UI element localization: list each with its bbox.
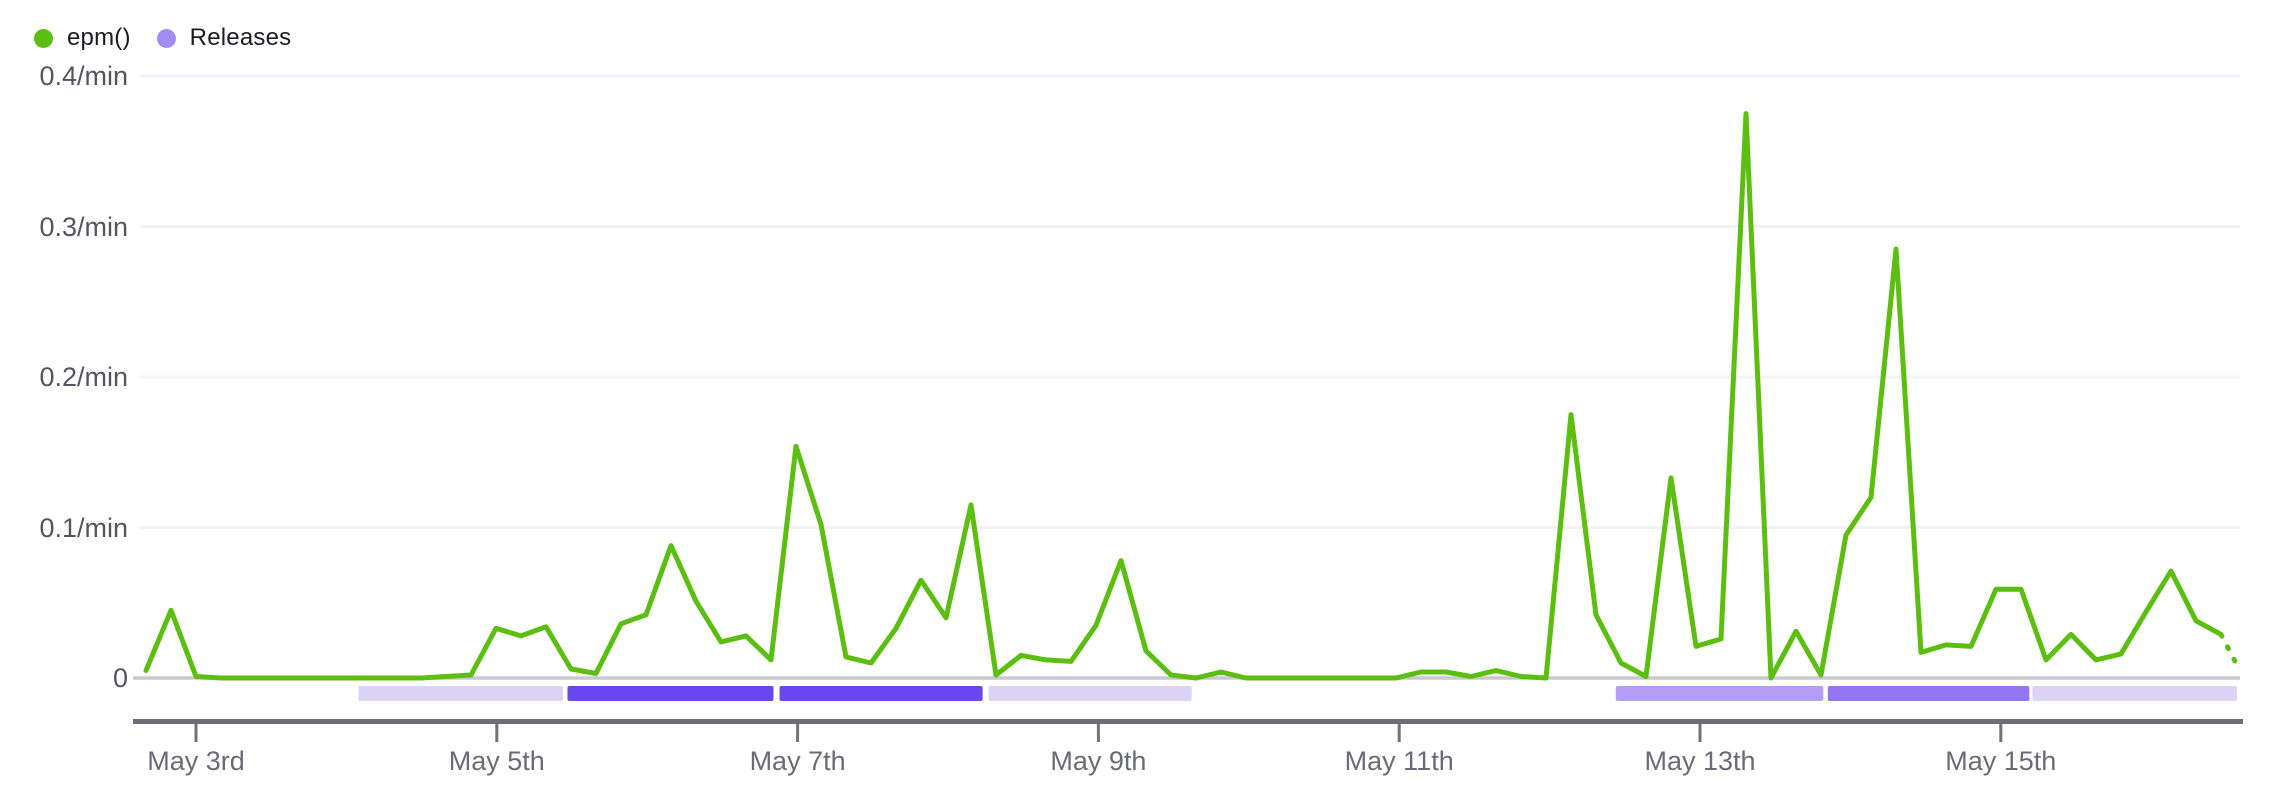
release-bar[interactable] [1615, 686, 1824, 701]
epm-line-dashed-tail[interactable] [2218, 631, 2243, 673]
x-axis-label: May 9th [1050, 746, 1147, 776]
legend-label-epm: epm() [67, 24, 131, 51]
y-axis-label: 0.1/min [39, 512, 128, 543]
x-axis-label: May 3rd [147, 746, 245, 776]
releases-series-dot-icon [156, 28, 176, 48]
x-axis-label: May 13th [1644, 746, 1756, 776]
y-axis-label: 0.4/min [39, 61, 128, 91]
release-bar[interactable] [358, 686, 563, 701]
legend-item-releases[interactable]: Releases [156, 24, 292, 52]
x-axis-label: May 5th [448, 746, 545, 776]
y-axis-label: 0.2/min [39, 362, 128, 392]
y-axis-label: 0.3/min [39, 211, 128, 242]
x-axis-label: May 15th [1945, 746, 2057, 776]
release-bar[interactable] [2032, 686, 2237, 701]
x-axis-label: May 7th [749, 746, 846, 776]
legend-item-epm[interactable]: epm() [34, 24, 131, 52]
release-bar[interactable] [567, 686, 774, 701]
y-axis-label: 0 [112, 663, 128, 693]
release-bar[interactable] [988, 686, 1192, 701]
x-axis-label: May 11th [1344, 746, 1454, 776]
release-bar[interactable] [1827, 686, 2030, 701]
release-bar[interactable] [779, 686, 983, 701]
legend-label-releases: Releases [189, 24, 292, 51]
chart-legend: epm() Releases [34, 24, 291, 52]
epm-line[interactable] [143, 111, 2224, 681]
epm-series-dot-icon [34, 28, 53, 48]
